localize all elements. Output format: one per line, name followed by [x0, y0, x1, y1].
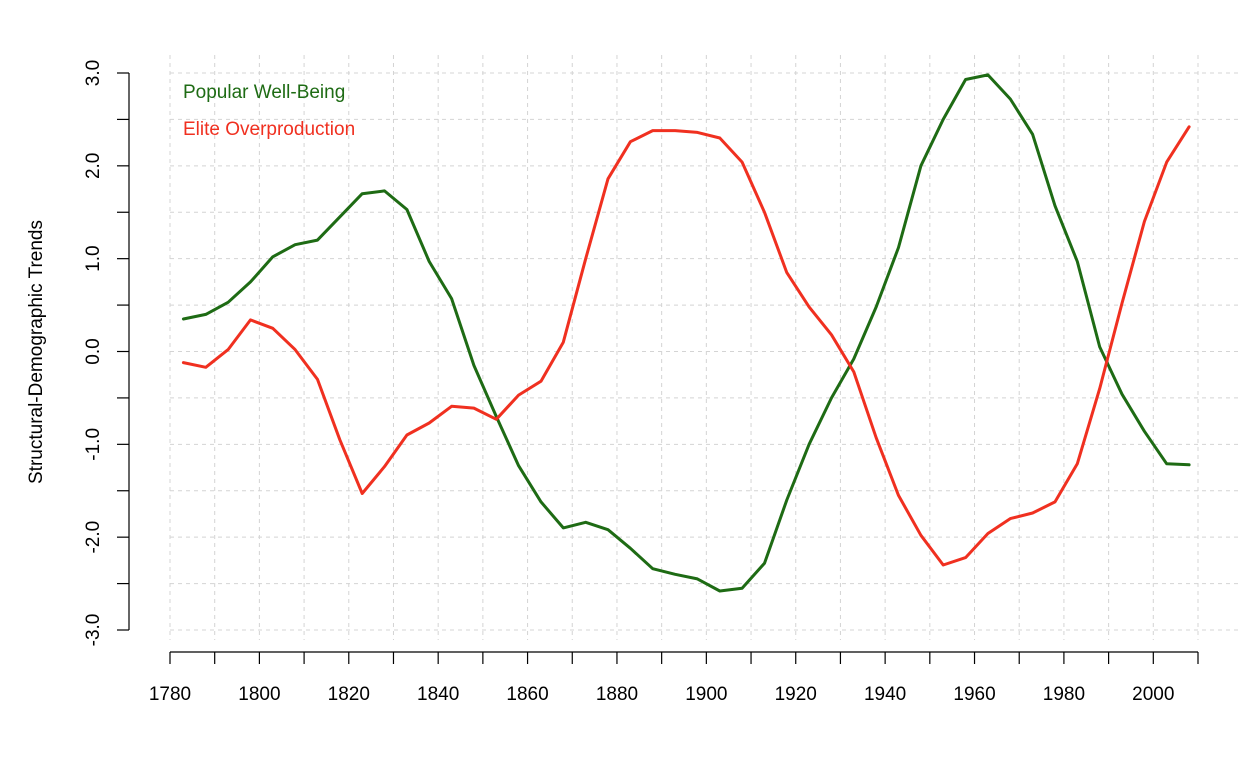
axes: 3.0 2.0 1.0 0.0 -1.0 -2.0 -3.0 1780 1800 1820 1840… — [83, 60, 1199, 705]
x-tick-label: 1780 — [149, 684, 191, 705]
y-axis-label: Structural-Demographic Trends — [26, 220, 47, 484]
x-tick-label: 1980 — [1043, 684, 1085, 705]
series-lines — [181, 73, 1191, 593]
x-tick-label: 1800 — [238, 684, 280, 705]
x-tick-label: 1920 — [775, 684, 817, 705]
y-tick-label: 3.0 — [83, 60, 104, 86]
y-tick-label: 1.0 — [83, 245, 104, 271]
legend-entry-elite-overproduction: Elite Overproduction — [183, 119, 355, 140]
x-tick-label: 1900 — [685, 684, 727, 705]
y-tick-label: 0.0 — [83, 338, 104, 364]
gridlines — [169, 55, 1240, 640]
x-tick-label: 1860 — [506, 684, 548, 705]
x-tick-label: 1880 — [596, 684, 638, 705]
series-line-popular-well-being — [181, 73, 1191, 593]
legend: Popular Well-Being Elite Overproduction — [183, 82, 355, 140]
x-tick-label: 1820 — [328, 684, 370, 705]
x-tick-label: 2000 — [1132, 684, 1174, 705]
x-tick-label: 1840 — [417, 684, 459, 705]
x-tick-label: 1960 — [953, 684, 995, 705]
y-tick-label: -2.0 — [83, 521, 104, 554]
y-tick-label: -3.0 — [83, 614, 104, 647]
y-tick-label: 2.0 — [83, 153, 104, 179]
x-tick-label: 1940 — [864, 684, 906, 705]
series-line-elite-overproduction — [181, 125, 1191, 567]
legend-entry-popular-well-being: Popular Well-Being — [183, 82, 345, 103]
y-tick-label: -1.0 — [83, 428, 104, 461]
